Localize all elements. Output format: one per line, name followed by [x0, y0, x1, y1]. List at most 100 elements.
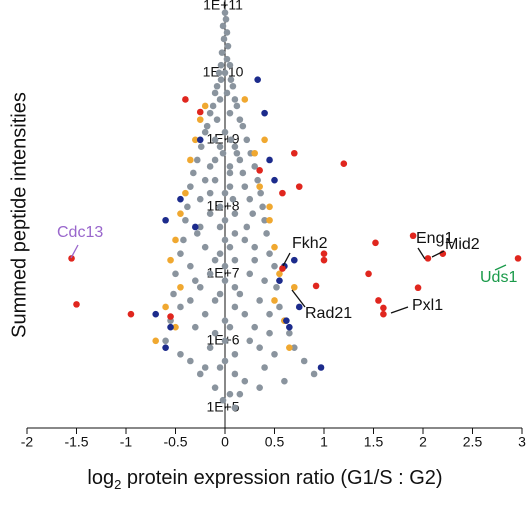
point: [241, 310, 249, 318]
annotation: Uds1: [480, 269, 517, 286]
point: [266, 216, 273, 224]
point: [276, 277, 283, 284]
point: [231, 404, 239, 412]
annotation-leader: [417, 247, 426, 260]
point: [206, 270, 214, 278]
point: [236, 116, 244, 123]
point: [217, 61, 225, 69]
point: [172, 323, 179, 331]
point: [246, 195, 254, 203]
point: [320, 250, 328, 257]
point: [256, 183, 263, 190]
point: [197, 143, 205, 150]
point: [167, 256, 174, 264]
point: [192, 136, 199, 144]
point: [218, 49, 226, 56]
point: [187, 156, 194, 164]
point: [180, 236, 187, 244]
annotation: Fkh2: [292, 235, 328, 252]
point: [196, 108, 204, 116]
point: [263, 230, 270, 237]
point: [216, 143, 224, 150]
point: [310, 370, 318, 378]
point: [211, 176, 219, 184]
point: [259, 203, 266, 211]
point: [162, 337, 169, 345]
point: [127, 310, 135, 318]
point: [152, 337, 159, 345]
point: [231, 303, 239, 311]
point: [291, 256, 298, 264]
point: [192, 277, 199, 284]
point: [414, 284, 422, 292]
point: [219, 149, 227, 157]
point: [226, 61, 234, 69]
point: [300, 357, 308, 365]
point: [177, 210, 184, 217]
point: [266, 329, 273, 337]
point: [271, 350, 278, 358]
point: [424, 255, 432, 262]
point: [239, 122, 247, 130]
point: [192, 323, 199, 331]
point: [251, 323, 258, 331]
point: [223, 55, 231, 63]
point: [211, 384, 219, 391]
point: [187, 183, 194, 190]
y-tick-label: 1E+5: [206, 399, 239, 415]
point: [221, 337, 229, 345]
point: [187, 262, 194, 270]
point: [201, 310, 209, 318]
point: [256, 297, 263, 304]
point: [73, 301, 80, 308]
point: [187, 357, 194, 365]
point: [222, 15, 230, 23]
point: [182, 96, 189, 103]
point: [221, 277, 229, 284]
point: [162, 344, 169, 351]
point: [206, 109, 214, 117]
point: [226, 169, 234, 177]
point: [167, 313, 174, 320]
point: [271, 176, 278, 184]
point: [152, 310, 159, 318]
point: [211, 256, 219, 264]
point: [201, 128, 209, 136]
point: [271, 297, 278, 304]
point: [162, 216, 169, 224]
point: [227, 76, 235, 83]
point: [221, 69, 229, 77]
point: [251, 149, 258, 157]
point: [211, 297, 219, 304]
point: [221, 9, 229, 16]
point: [231, 96, 239, 103]
x-tick-label: 3: [518, 434, 526, 450]
point: [223, 89, 231, 97]
point: [286, 329, 293, 337]
point: [246, 337, 254, 345]
point: [295, 303, 303, 311]
annotation: Mid2: [445, 236, 480, 253]
x-tick-label: -2: [21, 434, 34, 450]
point: [213, 116, 221, 123]
point: [187, 297, 194, 304]
point: [177, 350, 184, 358]
y-tick-label: 1E+11: [203, 0, 243, 13]
point: [231, 143, 239, 150]
x-tick-label: -1.5: [64, 434, 88, 450]
point: [226, 323, 234, 331]
point: [192, 223, 199, 231]
point: [295, 183, 303, 190]
point: [211, 89, 219, 97]
point: [206, 344, 214, 351]
annotation-leader: [282, 252, 291, 267]
point: [184, 203, 191, 211]
x-tick-label: 1.5: [364, 434, 384, 450]
point: [196, 195, 204, 203]
annotation-leader: [431, 250, 445, 258]
point: [196, 283, 204, 291]
point: [196, 223, 204, 231]
point: [365, 270, 372, 278]
x-tick-label: 0: [221, 434, 229, 450]
point: [216, 96, 224, 103]
